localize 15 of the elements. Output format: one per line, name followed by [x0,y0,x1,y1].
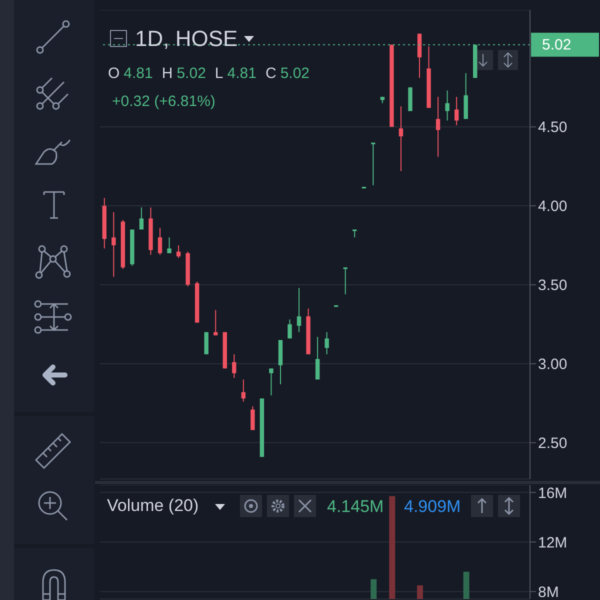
y-tick-label: 12M [538,534,568,552]
text: O 4.81 H 5.02 L 4.81 C 5.02 [108,65,310,82]
y-tick-label: 3.00 [538,356,568,374]
y-tick-label: 8M [538,584,559,600]
annotation: 4.909M [404,497,461,517]
text: 1D, HOSE [135,26,238,52]
text: Volume (20) [107,496,199,516]
annotation: 4.145M [327,497,384,517]
y-tick-label: 3.50 [538,277,568,294]
annotation: +0.32 (+6.81%) [112,93,216,110]
y-tick-label: 2.50 [538,435,568,452]
ref-line-label: 5.02 [542,36,572,54]
y-tick-label: 4.00 [538,198,568,216]
y-tick-label: 16M [538,484,568,502]
y-tick-label: 4.50 [538,119,568,136]
